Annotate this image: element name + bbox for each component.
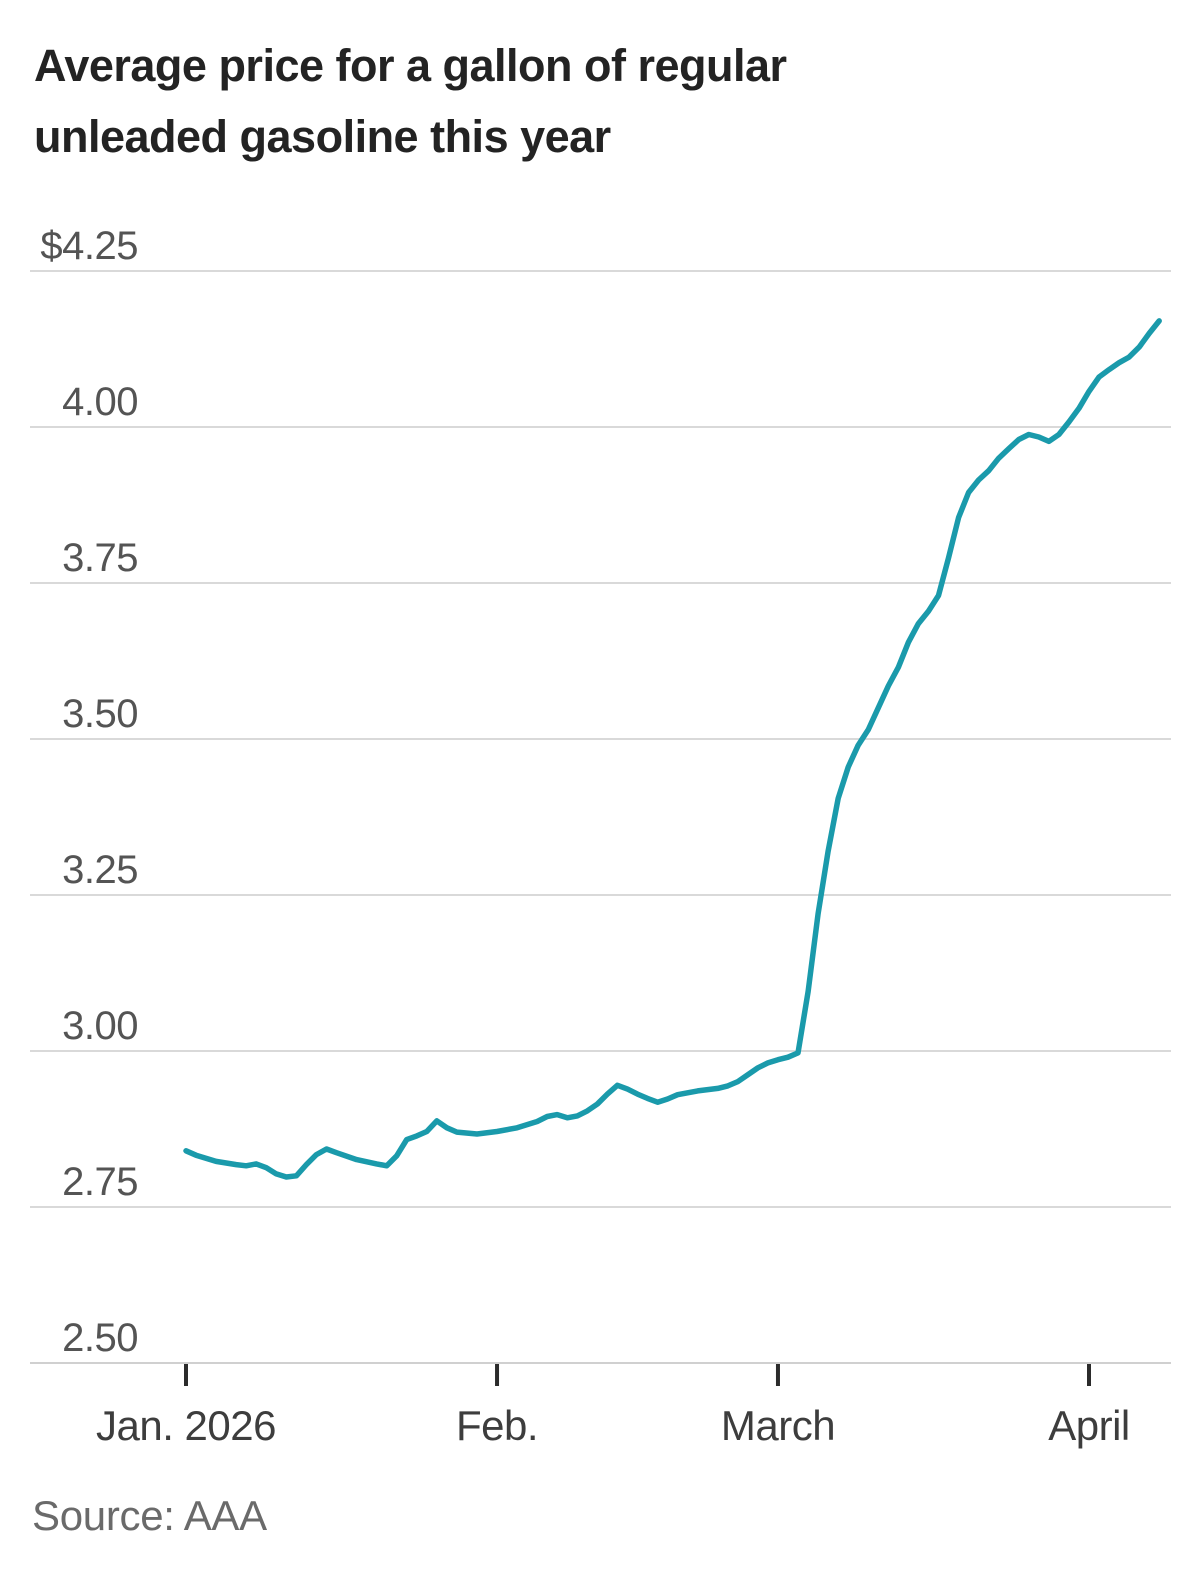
chart-title-line-2: unleaded gasoline this year [34,111,611,162]
y-axis-label: 3.50 [62,692,138,736]
price-line-series [183,318,1162,1180]
x-axis-tick-mark [1087,1364,1091,1386]
x-axis-tick-mark [495,1364,500,1386]
x-axis-ticks [184,1364,1091,1386]
source-note: Source: AAA [32,1492,267,1539]
chart-title: Average price for a gallon of regular un… [34,30,1034,172]
y-axis-labels: $4.25 4.00 3.75 3.50 3.25 3.00 2.75 2.50 [40,224,138,1360]
y-axis-label: 4.00 [62,380,138,424]
y-axis-label: $4.25 [40,224,138,268]
gridlines [30,270,1171,1364]
x-axis-labels: Jan. 2026 Feb. March April [96,1402,1130,1449]
x-axis-label: March [721,1402,835,1449]
y-axis-label: 3.25 [62,848,138,892]
x-axis-tick-mark [184,1364,188,1386]
y-axis-label: 2.75 [62,1160,138,1204]
y-axis-label: 3.75 [62,536,138,580]
x-axis-tick-mark [775,1364,780,1386]
y-axis-label: 3.00 [62,1004,138,1048]
x-axis-label: Feb. [456,1402,538,1449]
chart-title-line-1: Average price for a gallon of regular [34,40,787,91]
x-axis-label: April [1048,1402,1130,1449]
x-axis-label: Jan. 2026 [96,1402,276,1449]
y-axis-label: 2.50 [62,1316,138,1360]
